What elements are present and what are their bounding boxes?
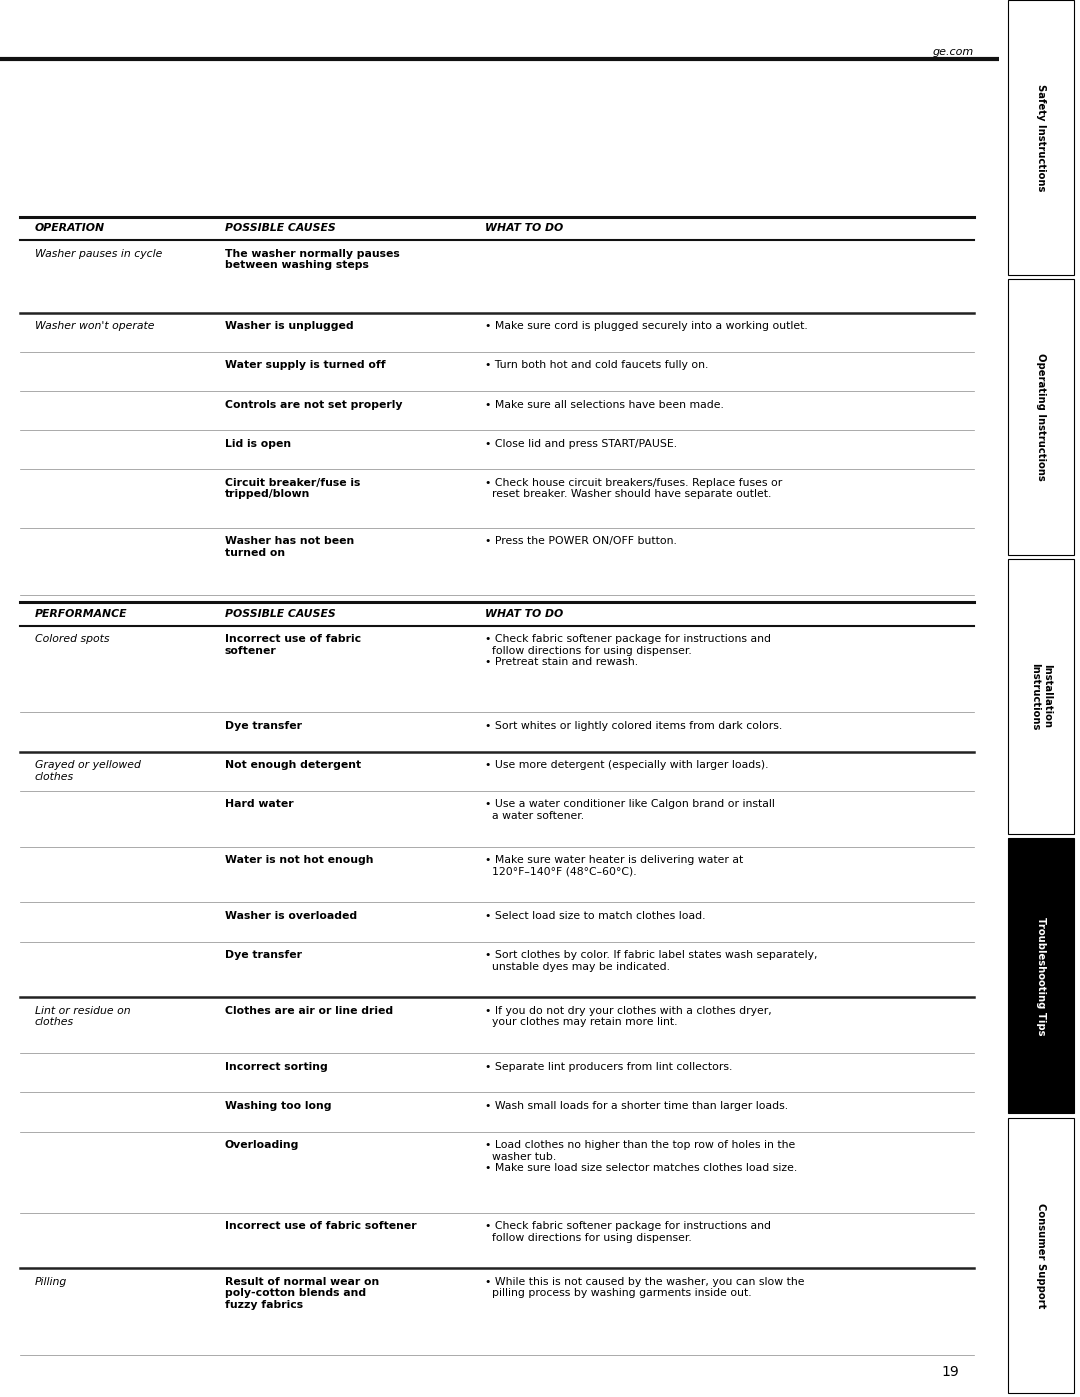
Text: Safety Instructions: Safety Instructions xyxy=(1036,84,1047,191)
Text: Circuit breaker/fuse is
tripped/blown: Circuit breaker/fuse is tripped/blown xyxy=(225,478,360,499)
Text: Colored spots: Colored spots xyxy=(35,634,109,644)
Text: • Make sure all selections have been made.: • Make sure all selections have been mad… xyxy=(485,400,724,409)
Bar xyxy=(1009,838,1074,1113)
Bar xyxy=(1009,0,1074,275)
Text: • Sort clothes by color. If fabric label states wash separately,
  unstable dyes: • Sort clothes by color. If fabric label… xyxy=(485,950,816,971)
Text: • Load clothes no higher than the top row of holes in the
  washer tub.
• Make s: • Load clothes no higher than the top ro… xyxy=(485,1140,797,1173)
Text: Consumer Support: Consumer Support xyxy=(1036,1203,1047,1308)
Text: Incorrect use of fabric
softener: Incorrect use of fabric softener xyxy=(225,634,361,655)
Text: POSSIBLE CAUSES: POSSIBLE CAUSES xyxy=(225,609,336,619)
Text: Washing too long: Washing too long xyxy=(225,1101,332,1111)
Text: Pilling: Pilling xyxy=(35,1277,67,1287)
Text: PERFORMANCE: PERFORMANCE xyxy=(35,609,127,619)
Text: • Turn both hot and cold faucets fully on.: • Turn both hot and cold faucets fully o… xyxy=(485,360,707,370)
Text: Water supply is turned off: Water supply is turned off xyxy=(225,360,386,370)
Text: Washer is overloaded: Washer is overloaded xyxy=(225,911,356,921)
Text: WHAT TO DO: WHAT TO DO xyxy=(485,224,563,233)
Text: OPERATION: OPERATION xyxy=(35,224,105,233)
Text: The washer normally pauses
between washing steps: The washer normally pauses between washi… xyxy=(225,249,400,270)
Text: Operating Instructions: Operating Instructions xyxy=(1036,353,1047,481)
Text: Dye transfer: Dye transfer xyxy=(225,721,301,731)
Text: • Press the POWER ON/OFF button.: • Press the POWER ON/OFF button. xyxy=(485,536,676,546)
Text: • Check house circuit breakers/fuses. Replace fuses or
  reset breaker. Washer s: • Check house circuit breakers/fuses. Re… xyxy=(485,478,782,499)
Text: • Make sure water heater is delivering water at
  120°F–140°F (48°C–60°C).: • Make sure water heater is delivering w… xyxy=(485,855,743,876)
Text: Lint or residue on
clothes: Lint or residue on clothes xyxy=(35,1006,131,1027)
Text: • Check fabric softener package for instructions and
  follow directions for usi: • Check fabric softener package for inst… xyxy=(485,634,770,668)
Text: Washer has not been
turned on: Washer has not been turned on xyxy=(225,536,354,557)
Text: • Select load size to match clothes load.: • Select load size to match clothes load… xyxy=(485,911,705,921)
Text: Troubleshooting Tips: Troubleshooting Tips xyxy=(1036,916,1047,1035)
Bar xyxy=(1009,559,1074,834)
Text: • Wash small loads for a shorter time than larger loads.: • Wash small loads for a shorter time th… xyxy=(485,1101,787,1111)
Text: • Close lid and press START/PAUSE.: • Close lid and press START/PAUSE. xyxy=(485,439,677,448)
Text: Dye transfer: Dye transfer xyxy=(225,950,301,960)
Text: Water is not hot enough: Water is not hot enough xyxy=(225,855,374,865)
Text: Lid is open: Lid is open xyxy=(225,439,291,448)
Text: Washer is unplugged: Washer is unplugged xyxy=(225,321,353,331)
Text: Washer pauses in cycle: Washer pauses in cycle xyxy=(35,249,162,258)
Text: • Use a water conditioner like Calgon brand or install
  a water softener.: • Use a water conditioner like Calgon br… xyxy=(485,799,774,820)
Text: Hard water: Hard water xyxy=(225,799,294,809)
Text: ge.com: ge.com xyxy=(933,47,974,57)
Text: Washer won't operate: Washer won't operate xyxy=(35,321,154,331)
Text: • Sort whites or lightly colored items from dark colors.: • Sort whites or lightly colored items f… xyxy=(485,721,782,731)
Text: Overloading: Overloading xyxy=(225,1140,299,1150)
Text: POSSIBLE CAUSES: POSSIBLE CAUSES xyxy=(225,224,336,233)
Text: Incorrect sorting: Incorrect sorting xyxy=(225,1062,327,1071)
Text: • While this is not caused by the washer, you can slow the
  pilling process by : • While this is not caused by the washer… xyxy=(485,1277,804,1298)
Bar xyxy=(1009,1118,1074,1393)
Text: Incorrect use of fabric softener: Incorrect use of fabric softener xyxy=(225,1221,417,1231)
Text: 19: 19 xyxy=(942,1365,959,1379)
Text: Result of normal wear on
poly-cotton blends and
fuzzy fabrics: Result of normal wear on poly-cotton ble… xyxy=(225,1277,379,1310)
Text: Grayed or yellowed
clothes: Grayed or yellowed clothes xyxy=(35,760,140,781)
Text: Not enough detergent: Not enough detergent xyxy=(225,760,361,770)
Text: Clothes are air or line dried: Clothes are air or line dried xyxy=(225,1006,393,1016)
Text: Installation
Instructions: Installation Instructions xyxy=(1030,662,1052,731)
Bar xyxy=(1009,279,1074,555)
Text: • Use more detergent (especially with larger loads).: • Use more detergent (especially with la… xyxy=(485,760,768,770)
Text: • Check fabric softener package for instructions and
  follow directions for usi: • Check fabric softener package for inst… xyxy=(485,1221,770,1242)
Text: • Make sure cord is plugged securely into a working outlet.: • Make sure cord is plugged securely int… xyxy=(485,321,807,331)
Text: • If you do not dry your clothes with a clothes dryer,
  your clothes may retain: • If you do not dry your clothes with a … xyxy=(485,1006,771,1027)
Text: WHAT TO DO: WHAT TO DO xyxy=(485,609,563,619)
Text: • Separate lint producers from lint collectors.: • Separate lint producers from lint coll… xyxy=(485,1062,732,1071)
Text: Controls are not set properly: Controls are not set properly xyxy=(225,400,402,409)
